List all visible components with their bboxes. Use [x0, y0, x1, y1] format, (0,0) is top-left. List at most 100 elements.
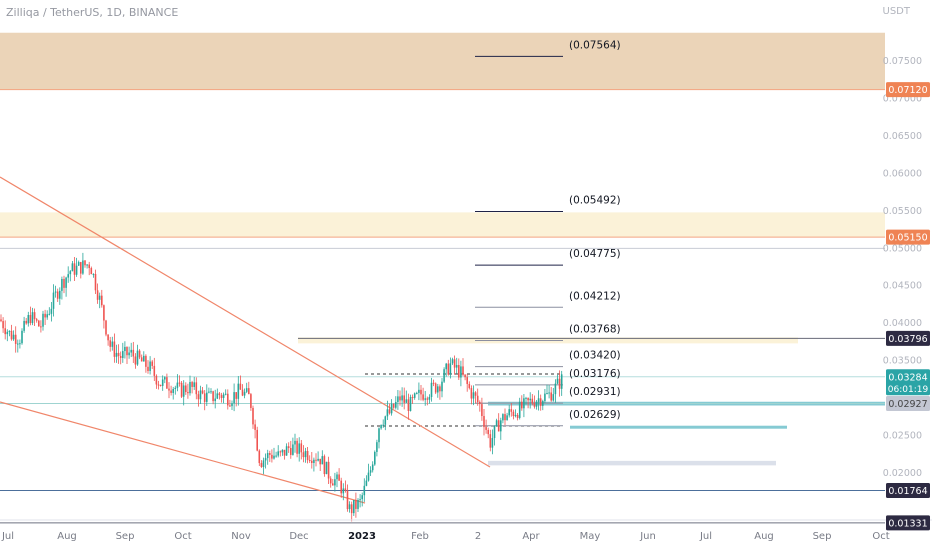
candle-body	[172, 389, 174, 393]
candle-body	[382, 424, 384, 426]
candle-body	[443, 369, 445, 382]
candle-body	[90, 268, 93, 275]
candle-body	[432, 382, 435, 384]
fib-label-0: (0.07564)	[569, 39, 621, 51]
candle-body	[80, 262, 82, 274]
price-badges-layer: 0.07120 0.05150 0.03796 0.03284 06:01:19 0.02…	[886, 82, 930, 531]
candle-body	[411, 396, 414, 398]
candle-body	[4, 328, 6, 335]
fib-label-7: (0.02931)	[569, 386, 621, 398]
zones-layer	[0, 32, 885, 466]
time-tick-12: Jul	[699, 531, 712, 542]
candle-body	[428, 397, 431, 400]
candle-body	[140, 357, 143, 362]
candle-body	[264, 458, 267, 461]
time-tick-11: Jun	[639, 531, 656, 542]
candle-body	[476, 395, 479, 402]
symbol-title: Zilliqa / TetherUS, 1D, BINANCE	[6, 6, 179, 19]
price-tick-5: 0.05000	[883, 243, 922, 254]
candle-body	[166, 377, 168, 389]
candle-body	[439, 386, 441, 392]
candle-body	[273, 455, 275, 459]
candle-body	[327, 461, 330, 479]
candle-body	[516, 414, 519, 418]
candle-body	[325, 461, 328, 475]
candle-body	[59, 290, 61, 299]
candle-body	[472, 392, 475, 399]
candle-body	[544, 393, 546, 402]
candle-body	[187, 392, 189, 394]
candle-body	[502, 414, 504, 421]
candle-body	[61, 278, 63, 291]
candle-body	[182, 385, 185, 397]
candle-body	[33, 312, 36, 320]
candle-body	[441, 381, 443, 392]
price-badge-label-3: 0.03284	[888, 372, 927, 383]
time-tick-9: Apr	[522, 531, 540, 542]
candle-body	[245, 388, 248, 392]
candle-body	[103, 305, 105, 321]
candle-body	[537, 398, 540, 402]
candle-body	[285, 446, 288, 456]
resistance-zone-upper	[0, 32, 885, 90]
candle-body	[239, 383, 242, 390]
time-tick-7: Feb	[411, 531, 429, 542]
candle-body	[395, 402, 397, 408]
zone-0263	[570, 425, 787, 429]
candle-body	[231, 403, 233, 407]
price-tick-6: 0.04500	[883, 281, 922, 292]
candle-body	[418, 389, 420, 393]
candle-body	[168, 388, 170, 391]
candle-body	[506, 415, 508, 421]
candle-body	[531, 398, 534, 404]
candle-body	[117, 352, 120, 356]
candle-body	[203, 393, 206, 402]
price-badge-6	[886, 515, 930, 531]
candle-body	[399, 396, 401, 401]
candle-body	[365, 480, 368, 486]
fib-label-4: (0.03768)	[569, 324, 621, 336]
price-badge-label-6: 0.01331	[888, 518, 927, 529]
candle-body	[346, 490, 349, 510]
candle-body	[422, 394, 424, 400]
candle-body	[361, 495, 363, 500]
candle-body	[174, 387, 177, 390]
candle-body	[350, 504, 353, 514]
candle-body	[38, 320, 40, 327]
candle-body	[159, 384, 162, 386]
candle-body	[296, 440, 298, 454]
candle-body	[518, 401, 521, 418]
candle-body	[560, 374, 563, 389]
candle-body	[56, 291, 59, 299]
candle-body	[434, 383, 437, 393]
candle-body	[294, 440, 296, 445]
candle-body	[10, 330, 13, 340]
candle-body	[479, 401, 481, 405]
candle-body	[67, 274, 69, 278]
candle-body	[287, 446, 290, 448]
candle-body	[23, 320, 25, 331]
candle-body	[250, 394, 252, 408]
candle-body	[153, 365, 156, 376]
time-tick-0: Jul	[1, 531, 14, 542]
price-badge-4	[886, 395, 930, 411]
candle-body	[65, 277, 67, 288]
candle-body	[143, 355, 145, 362]
candle-body	[54, 291, 57, 293]
candle-body	[313, 459, 315, 463]
candle-body	[311, 460, 313, 463]
candle-body	[489, 434, 492, 448]
price-axis[interactable]: 0.07500 0.07000 0.06500 0.06000 0.05500 0.050…	[883, 56, 922, 479]
price-tick-9: 0.02500	[883, 430, 922, 441]
candle-body	[252, 407, 254, 425]
candle-body	[493, 425, 496, 439]
candle-body	[0, 319, 2, 322]
candle-body	[451, 359, 454, 364]
candle-body	[147, 366, 149, 371]
candle-body	[19, 343, 21, 345]
candle-body	[344, 488, 347, 491]
time-axis[interactable]: Jul Aug Sep Oct Nov Dec 2023 Feb 2 Apr May Jun Jul Au…	[0, 519, 932, 542]
candle-body	[269, 453, 271, 455]
